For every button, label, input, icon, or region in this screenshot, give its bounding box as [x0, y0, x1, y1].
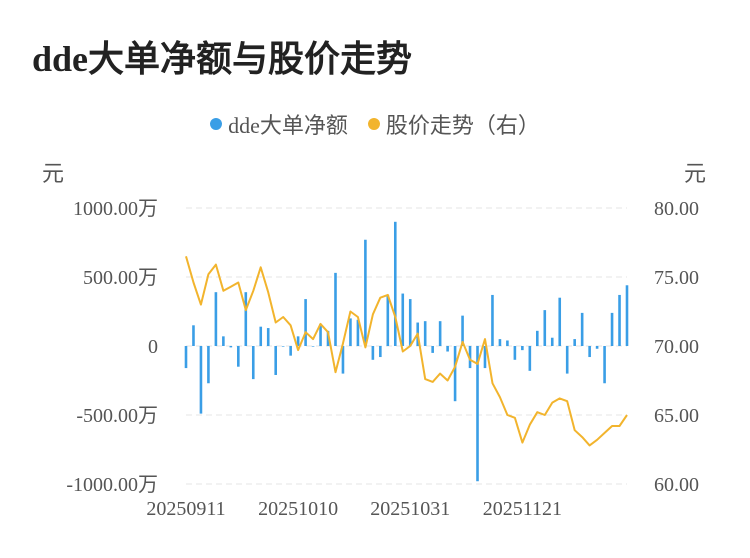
dde-bar — [386, 294, 390, 346]
dde-bar — [491, 294, 494, 346]
dde-bar — [453, 346, 457, 402]
dde-bar — [341, 346, 345, 374]
dde-bar — [498, 339, 502, 346]
dde-bar — [311, 346, 315, 347]
dde-bar — [244, 292, 248, 346]
dde-bar — [431, 346, 434, 353]
dde-bar — [199, 346, 203, 414]
dde-bar — [438, 321, 442, 346]
dde-bar — [401, 293, 405, 346]
chart-title: dde大单净额与股价走势 — [32, 39, 413, 79]
legend-label-dde: dde大单净额 — [228, 113, 348, 138]
dde-bar — [251, 346, 255, 380]
legend: dde大单净额 股价走势（右） — [0, 108, 750, 140]
dde-bar — [274, 346, 277, 375]
left-tick-label: 0 — [148, 336, 158, 358]
right-tick-label: 65.00 — [654, 405, 699, 427]
left-tick-label: 500.00万 — [83, 267, 158, 289]
dde-bar — [214, 292, 218, 346]
x-tick-label: 20251121 — [483, 498, 562, 520]
dde-bar — [565, 346, 569, 374]
dde-bar — [461, 315, 464, 346]
legend-dot-dde-icon — [210, 118, 223, 130]
dde-bar — [192, 325, 195, 346]
right-axis-unit: 元 — [684, 161, 707, 186]
dde-bar — [543, 310, 547, 346]
left-axis-unit: 元 — [42, 161, 65, 186]
dde-bar — [550, 337, 554, 346]
dde-bar — [521, 346, 524, 351]
dde-bar — [334, 272, 337, 346]
dde-bar — [408, 299, 412, 346]
right-tick-label: 80.00 — [654, 198, 699, 220]
dde-bar — [580, 312, 584, 346]
dde-bar — [423, 321, 427, 346]
right-tick-label: 75.00 — [654, 267, 699, 289]
x-tick-label: 20251010 — [258, 498, 338, 520]
x-tick-label: 20251031 — [370, 498, 450, 520]
legend-item-dde[interactable]: dde大单净额 — [210, 108, 348, 140]
right-tick-label: 70.00 — [654, 336, 699, 358]
dde-bar — [356, 319, 360, 346]
dde-bar — [393, 221, 397, 346]
dde-bar — [618, 294, 621, 346]
x-tick-label: 20250911 — [146, 498, 225, 520]
dde-bar — [588, 346, 591, 358]
dde-bar — [573, 339, 576, 346]
dde-bar — [536, 330, 539, 346]
dde-bar — [266, 328, 270, 346]
dde-bar — [222, 336, 225, 346]
dde-bar — [371, 346, 375, 360]
dde-bar — [326, 330, 330, 346]
price-line — [185, 256, 628, 447]
dde-bar — [281, 346, 285, 347]
dde-bar — [289, 346, 292, 356]
dde-bar — [237, 346, 240, 367]
dde-bar — [528, 346, 532, 371]
dde-bar — [513, 346, 517, 360]
dde-bar — [304, 299, 307, 346]
dde-bar — [483, 346, 487, 369]
dde-bar — [610, 312, 614, 346]
dde-bar — [595, 346, 599, 349]
dde-bar — [229, 346, 233, 348]
dde-bar — [625, 285, 629, 346]
legend-dot-price-icon — [367, 118, 380, 130]
dde-bar — [476, 346, 479, 482]
dde-bar — [468, 346, 472, 369]
dde-bar — [603, 346, 606, 384]
dde-bar — [184, 346, 188, 369]
dde-bar — [558, 297, 562, 346]
dde-bar — [349, 318, 352, 346]
dde-bar — [207, 346, 210, 384]
left-tick-label: -1000.00万 — [66, 474, 158, 496]
legend-label-price: 股价走势（右） — [385, 113, 540, 138]
dde-bar — [446, 346, 449, 352]
dde-bar — [364, 239, 367, 346]
dde-bar — [379, 346, 382, 358]
dde-bar — [259, 326, 263, 346]
legend-item-price[interactable]: 股价走势（右） — [367, 108, 540, 140]
left-tick-label: -500.00万 — [76, 405, 158, 427]
left-tick-label: 1000.00万 — [73, 198, 158, 220]
right-tick-label: 60.00 — [654, 474, 699, 496]
dde-bar — [296, 336, 300, 346]
dde-bar — [319, 323, 322, 346]
dde-bar — [506, 340, 509, 346]
